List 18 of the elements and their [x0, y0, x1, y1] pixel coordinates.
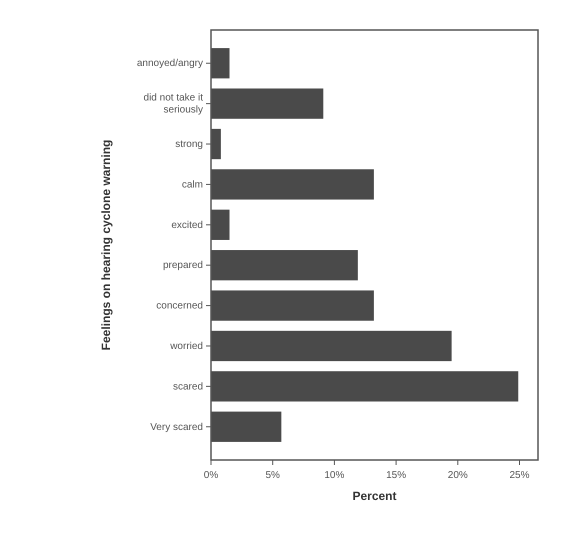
y-tick-label: excited — [171, 219, 203, 230]
y-tick-label: Very scared — [150, 421, 203, 432]
y-tick-label: strong — [175, 138, 203, 150]
x-tick-label: 10% — [324, 470, 345, 481]
y-tick-label: annoyed/angry — [136, 58, 203, 69]
y-tick-label: prepared — [162, 260, 203, 271]
y-tick-label: calm — [182, 178, 203, 190]
x-tick-label: 25% — [509, 470, 530, 481]
y-tick-label: concerned — [156, 300, 203, 312]
x-tick-label: 20% — [448, 470, 468, 481]
x-tick-label: 15% — [386, 470, 406, 481]
y-axis-title: Feelings on hearing cyclone warning — [99, 140, 113, 350]
y-tick-label: scared — [172, 380, 203, 392]
y-tick-label: worried — [169, 340, 203, 352]
x-tick-label: 0% — [204, 470, 218, 481]
x-axis-title: Percent — [352, 489, 397, 503]
x-tick-label: 5% — [265, 470, 280, 481]
y-tick-label: did not take it seriously — [144, 92, 204, 116]
